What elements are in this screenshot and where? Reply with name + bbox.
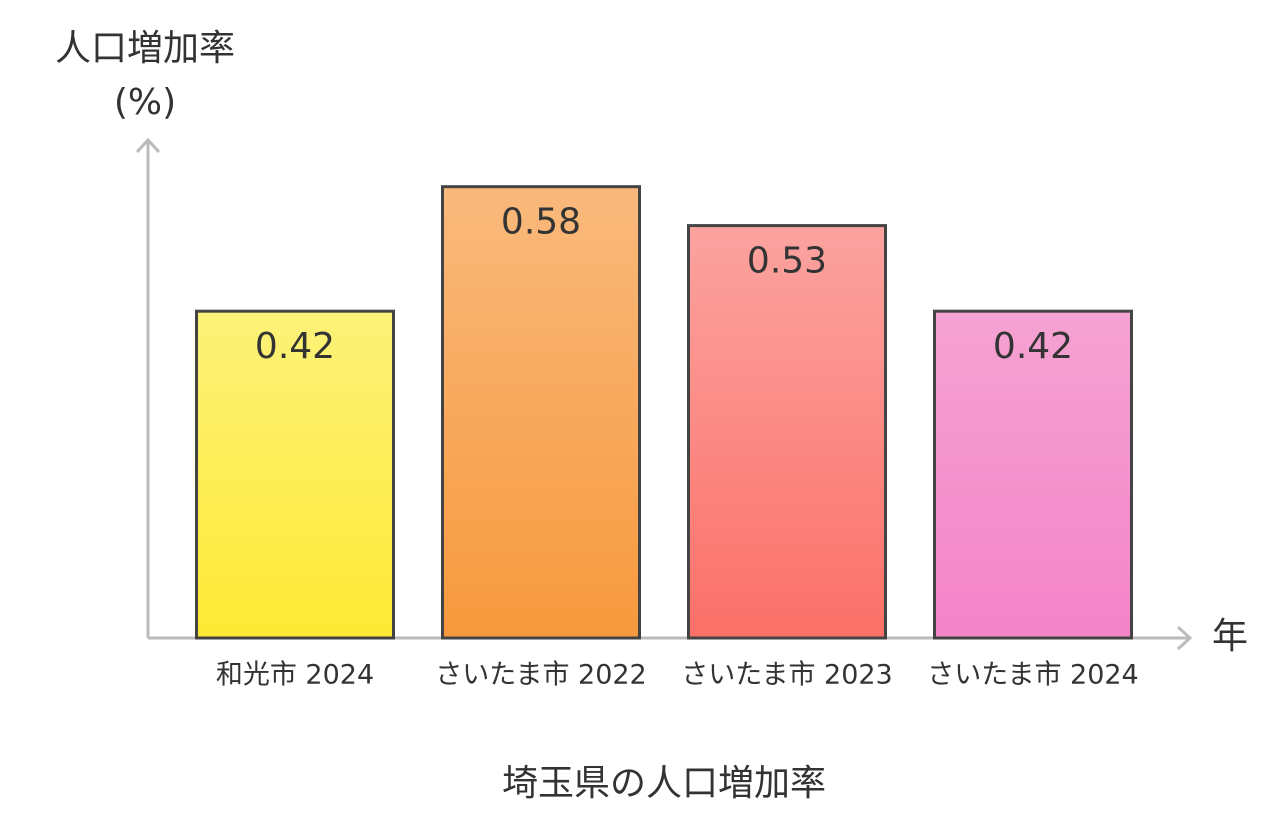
chart-title: 埼玉県の人口増加率	[502, 763, 826, 804]
x-tick-label: 和光市 2024	[216, 660, 374, 691]
x-axis-label: 年	[1212, 616, 1248, 657]
x-axis-arrow	[1176, 625, 1193, 651]
y-axis-label: 人口増加率 (%)	[54, 28, 235, 123]
value-label: 0.42	[255, 326, 335, 367]
bar	[441, 185, 641, 640]
x-tick-label: さいたま市 2023	[681, 660, 893, 691]
value-label: 0.53	[747, 241, 827, 282]
bar	[195, 309, 395, 640]
y-axis-arrow	[135, 137, 161, 154]
x-tick-label: さいたま市 2024	[927, 660, 1139, 691]
x-tick-label: さいたま市 2022	[435, 660, 647, 691]
value-label: 0.42	[993, 326, 1073, 367]
bar	[933, 309, 1133, 640]
bar	[687, 224, 887, 640]
value-label: 0.58	[501, 202, 581, 243]
